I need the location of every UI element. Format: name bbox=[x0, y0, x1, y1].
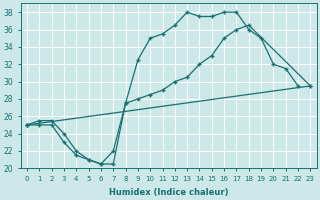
X-axis label: Humidex (Indice chaleur): Humidex (Indice chaleur) bbox=[109, 188, 228, 197]
